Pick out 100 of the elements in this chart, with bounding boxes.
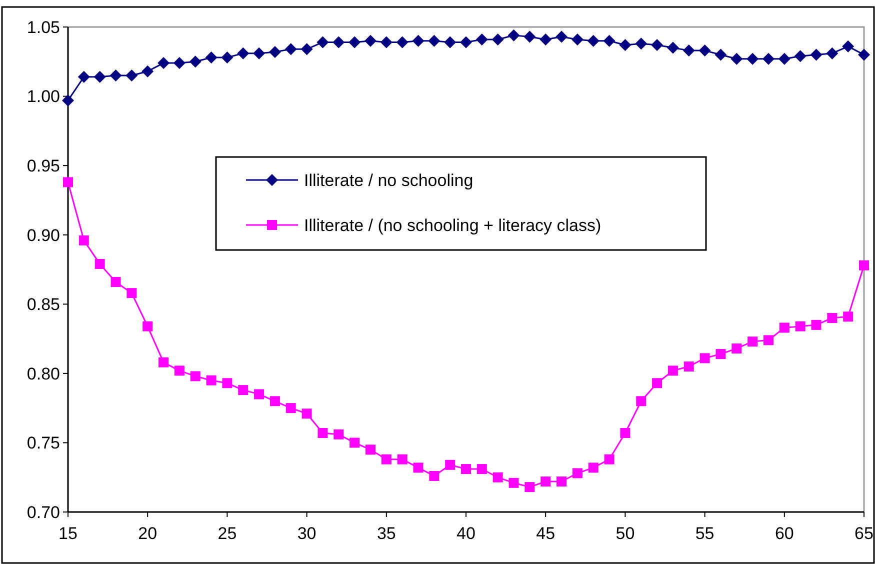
x-tick-label: 50: [616, 524, 635, 543]
point: [238, 385, 248, 396]
point: [270, 396, 280, 406]
y-tick-label: 0.90: [26, 226, 60, 245]
point: [348, 36, 361, 48]
point: [221, 51, 234, 64]
point: [716, 349, 726, 360]
point: [126, 288, 137, 298]
y-tick-label: 1.05: [26, 18, 60, 37]
point: [714, 48, 727, 61]
point: [779, 322, 790, 333]
point: [126, 70, 138, 82]
point: [174, 366, 184, 376]
point: [540, 476, 551, 487]
point: [795, 321, 806, 332]
y-tick-label: 0.85: [26, 295, 60, 314]
point: [300, 43, 313, 56]
point: [364, 34, 376, 47]
point: [524, 30, 536, 43]
point: [380, 36, 392, 48]
y-tick-label: 0.80: [26, 364, 60, 384]
x-tick-label: 35: [376, 524, 396, 543]
point: [619, 39, 632, 52]
point: [316, 36, 329, 48]
point: [682, 44, 695, 57]
point: [572, 468, 582, 478]
point: [302, 408, 312, 419]
point: [158, 357, 169, 368]
x-tick-label: 40: [456, 524, 476, 543]
point: [810, 48, 822, 61]
y-tick-label: 0.95: [26, 156, 60, 176]
point: [746, 52, 759, 65]
point: [284, 43, 297, 56]
x-tick-label: 30: [297, 524, 316, 543]
point: [94, 70, 106, 83]
point: [110, 70, 122, 82]
point: [461, 464, 471, 474]
point: [588, 462, 598, 473]
point: [604, 454, 614, 464]
point: [651, 39, 664, 52]
point: [350, 438, 360, 448]
point: [826, 47, 838, 60]
point: [508, 478, 519, 488]
x-tick-label: 20: [138, 524, 158, 543]
x-tick-label: 55: [695, 524, 714, 543]
point: [268, 46, 281, 58]
point: [492, 472, 503, 482]
point: [222, 378, 232, 388]
point: [508, 29, 520, 42]
x-tick-label: 65: [854, 524, 874, 543]
x-tick-label: 25: [218, 524, 237, 543]
point: [556, 476, 567, 487]
point: [173, 57, 186, 70]
point: [254, 389, 264, 400]
point: [142, 321, 153, 332]
point: [620, 428, 630, 438]
point: [286, 403, 296, 414]
point: [666, 42, 679, 54]
y-tick-label: 0.75: [26, 434, 60, 453]
point: [843, 312, 854, 322]
point: [78, 235, 89, 246]
point: [318, 428, 328, 438]
point: [396, 36, 408, 48]
point: [587, 34, 600, 47]
point: [332, 36, 345, 48]
point: [778, 52, 790, 65]
point: [94, 258, 105, 269]
point: [492, 33, 504, 46]
point: [381, 454, 392, 464]
point: [603, 34, 616, 47]
point: [253, 47, 266, 60]
point: [556, 30, 568, 43]
point: [524, 482, 535, 492]
point: [78, 70, 90, 83]
point: [476, 33, 488, 46]
point: [571, 33, 584, 46]
point: [858, 48, 870, 61]
point: [413, 462, 424, 473]
point: [110, 276, 121, 287]
point: [158, 57, 170, 70]
point: [334, 429, 344, 440]
x-tick-label: 60: [774, 524, 794, 543]
point: [811, 320, 822, 330]
point: [62, 94, 74, 106]
point: [189, 56, 202, 68]
x-tick-label: 45: [536, 524, 556, 543]
y-tick-label: 0.70: [26, 502, 60, 522]
point: [63, 177, 73, 188]
point: [762, 52, 774, 65]
x-tick-label: 15: [58, 524, 78, 543]
point: [205, 51, 218, 64]
point: [732, 343, 742, 354]
point: [859, 260, 869, 270]
point: [827, 313, 838, 323]
point: [763, 335, 774, 346]
point: [842, 40, 854, 52]
y-tick-label: 1.00: [26, 87, 60, 106]
legend-label: Illiterate / no schooling: [304, 170, 474, 190]
point: [412, 34, 424, 47]
point: [206, 375, 216, 386]
